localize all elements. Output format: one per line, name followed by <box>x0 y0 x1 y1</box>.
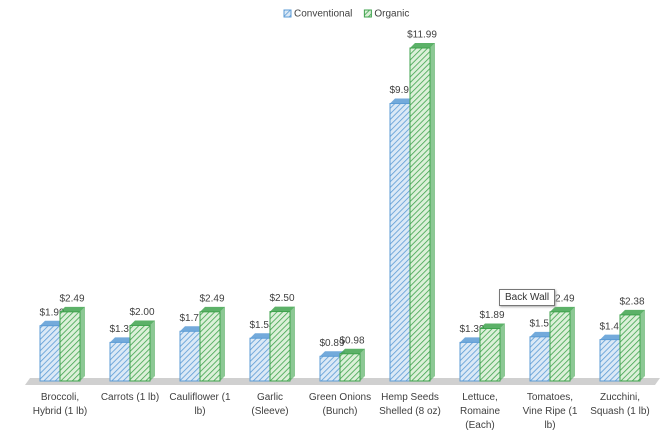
bar <box>619 314 641 382</box>
data-label: $1.99 <box>39 307 64 318</box>
x-tick-label: Lettuce, Romaine (Each) <box>459 392 501 431</box>
bar <box>199 311 221 382</box>
data-label: $0.89 <box>319 338 344 349</box>
bar <box>479 328 501 382</box>
bar <box>319 355 341 382</box>
bar-top <box>40 320 65 326</box>
data-label: $1.54 <box>249 320 274 331</box>
bar <box>549 311 571 382</box>
bar <box>409 47 431 382</box>
data-label: $2.38 <box>619 297 644 308</box>
bar-side <box>430 43 435 381</box>
bar-top <box>60 306 85 312</box>
bar-side <box>640 309 645 381</box>
x-tick-label: Garlic (Sleeve) <box>251 392 289 417</box>
data-label: $2.49 <box>59 293 84 304</box>
data-label: $1.59 <box>529 318 554 329</box>
data-label: $1.49 <box>599 321 624 332</box>
bar-top <box>270 306 295 312</box>
bar-side <box>360 348 365 381</box>
data-label: $1.39 <box>109 324 134 335</box>
x-tick-label: Broccoli, Hybrid (1 lb) <box>32 392 88 417</box>
x-tick-label: Cauliflower (1 lb) <box>169 392 231 417</box>
bar-side <box>220 306 225 381</box>
bar-top <box>130 320 155 326</box>
bar-top <box>390 98 415 104</box>
data-label: $1.39 <box>459 324 484 335</box>
bar-top <box>600 334 625 340</box>
legend-swatch <box>283 9 292 18</box>
bar <box>389 103 411 382</box>
bar-top <box>180 326 205 332</box>
bar-top <box>480 323 505 329</box>
legend-label: Conventional <box>294 9 352 20</box>
bar <box>129 324 151 382</box>
data-label: $1.89 <box>479 310 504 321</box>
bar-top <box>620 309 645 315</box>
legend-swatch <box>363 9 372 18</box>
bar-top <box>460 337 485 343</box>
bar-side <box>570 306 575 381</box>
bar <box>39 325 61 382</box>
x-tick-label: Tomatoes, Vine Ripe (1 lb) <box>522 392 578 431</box>
bar-side <box>80 306 85 381</box>
x-tick-label: Zucchini, Squash (1 lb) <box>590 392 650 417</box>
bar <box>249 337 271 382</box>
x-tick-label: Green Onions (Bunch) <box>308 392 372 417</box>
data-label: $2.00 <box>129 307 154 318</box>
bar <box>459 341 481 382</box>
bar-side <box>150 320 155 381</box>
bar-top <box>340 348 365 354</box>
data-label: $2.50 <box>269 293 294 304</box>
tooltip: Back Wall <box>499 289 556 306</box>
bar <box>339 353 361 382</box>
bar <box>179 330 201 382</box>
bar-top <box>320 351 345 357</box>
data-label: $0.98 <box>339 335 364 346</box>
data-label: $2.49 <box>199 293 224 304</box>
bar <box>109 341 131 382</box>
x-tick-label: Carrots (1 lb) <box>100 392 160 403</box>
bar <box>529 336 551 382</box>
data-label: $1.79 <box>179 313 204 324</box>
bar-top <box>550 306 575 312</box>
data-label: $2.49 <box>549 293 574 304</box>
bar-top <box>110 337 135 343</box>
data-label: $9.99 <box>389 85 414 96</box>
legend-label: Organic <box>374 9 409 20</box>
data-label: $11.99 <box>407 30 437 41</box>
bar-side <box>290 306 295 381</box>
bar <box>59 311 81 382</box>
bar-side <box>500 323 505 381</box>
bar <box>269 311 291 382</box>
x-tick-label: Hemp Seeds Shelled (8 oz) <box>379 392 441 417</box>
bar-top <box>200 306 225 312</box>
bar-top <box>530 331 555 337</box>
bar <box>599 339 621 382</box>
bar-top <box>410 43 435 48</box>
bar-top <box>250 333 275 339</box>
